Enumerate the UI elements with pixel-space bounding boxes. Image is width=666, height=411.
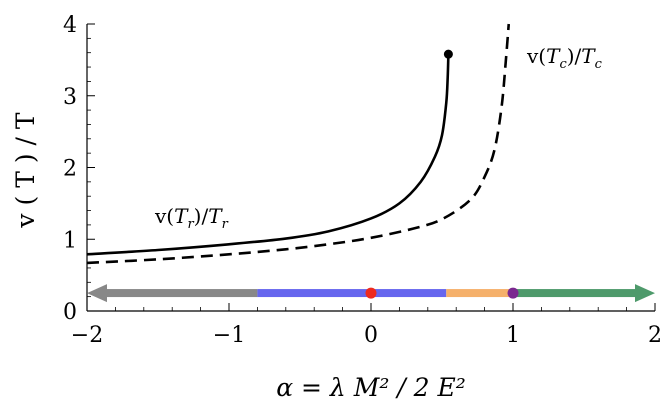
band-segment (510, 289, 637, 298)
x-tick-label: −2 (71, 323, 103, 348)
label-tc-var2: T (581, 44, 596, 68)
label-tr-mid: )/ (194, 204, 209, 228)
series-line-0 (86, 54, 450, 256)
label-tc-var: T (546, 44, 561, 68)
label-tr-sub: r (187, 217, 194, 232)
y-axis-label: v ( T ) / T (11, 112, 40, 228)
y-tick-label: 0 (63, 300, 77, 325)
x-tick-label: 2 (648, 323, 662, 348)
label-tr-var: T (174, 204, 189, 228)
y-tick-label: 3 (63, 85, 77, 110)
band-point (365, 287, 377, 299)
y-tick-label: 1 (63, 228, 77, 253)
series-label-tc: v(Tc)/Tc (526, 44, 603, 72)
band-right-arrowhead (635, 284, 655, 303)
ticks-layer: −2 −1 0 1 2 0 1 2 3 4 (63, 13, 662, 348)
label-tc-mid: )/ (567, 44, 582, 68)
x-axis-label: α = λ M² / 2 E² (276, 373, 466, 402)
label-tc-sub: c (559, 57, 567, 72)
series-label-tr: v(Tr)/Tr (154, 204, 229, 232)
label-tr-var2: T (208, 204, 223, 228)
band-layer (87, 284, 655, 303)
series-layer (86, 23, 511, 265)
y-tick-label: 4 (63, 13, 77, 38)
x-tick-label: −1 (213, 323, 245, 348)
label-tr-main: v( (154, 204, 174, 228)
band-point (507, 287, 519, 299)
label-tc-sub2: c (595, 57, 603, 72)
series-line-1 (86, 23, 511, 265)
y-tick-label: 2 (63, 157, 77, 182)
label-tr-sub2: r (222, 217, 229, 232)
band-left-arrowhead (87, 284, 107, 303)
x-tick-label: 1 (506, 323, 520, 348)
band-segment (446, 289, 511, 298)
x-tick-label: 0 (364, 323, 378, 348)
band-segment (105, 289, 258, 298)
series-endpoint-marker (443, 49, 453, 59)
band-segment (257, 289, 447, 298)
label-tc-main: v( (526, 44, 546, 68)
